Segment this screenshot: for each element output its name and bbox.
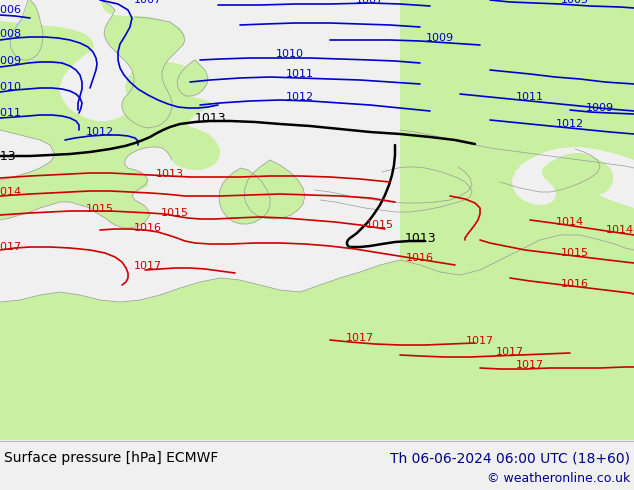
Text: Th 06-06-2024 06:00 UTC (18+60): Th 06-06-2024 06:00 UTC (18+60) [390,451,630,465]
Text: 1011: 1011 [286,69,314,79]
Text: Surface pressure [hPa] ECMWF: Surface pressure [hPa] ECMWF [4,451,218,465]
Text: 1014: 1014 [606,225,634,235]
Text: 1011: 1011 [516,92,544,102]
Polygon shape [177,60,208,96]
Text: 1017: 1017 [466,336,494,346]
Polygon shape [400,0,634,275]
Text: 1017: 1017 [134,261,162,271]
Polygon shape [10,0,43,60]
Text: 1013: 1013 [404,231,436,245]
Polygon shape [0,235,634,440]
Text: 1015: 1015 [366,220,394,230]
Text: 1017: 1017 [496,347,524,357]
Text: 1013: 1013 [194,112,226,124]
Text: 1017: 1017 [516,360,544,370]
Text: 1016: 1016 [134,223,162,233]
Text: 1008: 1008 [0,29,22,39]
Text: 1009: 1009 [586,103,614,113]
Text: 1015: 1015 [561,248,589,258]
Polygon shape [100,0,185,128]
Text: 1009: 1009 [426,33,454,43]
Text: © weatheronline.co.uk: © weatheronline.co.uk [487,471,630,485]
Text: 1012: 1012 [86,127,114,137]
Text: 1017: 1017 [346,333,374,343]
Text: 1015: 1015 [86,204,114,214]
Text: 1017: 1017 [0,242,22,252]
Text: 1016: 1016 [406,253,434,263]
Polygon shape [219,168,270,224]
Polygon shape [0,0,220,228]
Polygon shape [244,160,305,219]
Text: 1010: 1010 [276,49,304,59]
Text: 1016: 1016 [561,279,589,289]
Text: 1006: 1006 [0,5,22,15]
Text: 1015: 1015 [161,208,189,218]
Text: 1014: 1014 [556,217,584,227]
Text: 1009: 1009 [0,56,22,66]
Text: 1013: 1013 [0,149,16,163]
Text: 1014: 1014 [0,187,22,197]
Text: 1013: 1013 [156,169,184,179]
Text: 1012: 1012 [286,92,314,102]
Text: 1011: 1011 [0,108,22,118]
Text: 1005: 1005 [561,0,589,5]
Text: 1007: 1007 [356,0,384,5]
Text: 1007: 1007 [134,0,162,5]
Text: 1010: 1010 [0,82,22,92]
Text: 1012: 1012 [556,119,584,129]
